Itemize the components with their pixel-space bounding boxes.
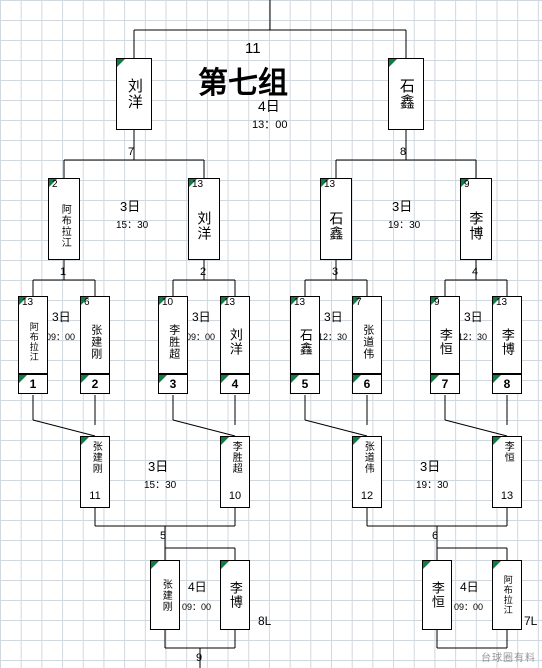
lower-l1: 张建刚11: [80, 436, 110, 508]
q4-date: 3日: [464, 308, 483, 325]
leaf-1: 13阿布拉江: [18, 296, 48, 374]
q4-num: 4: [472, 266, 478, 278]
leaf-2: 6张建刚: [80, 296, 110, 374]
lower-r-date: 3日: [420, 456, 440, 475]
low-final-r-label: 7L: [524, 614, 537, 628]
leaf-6: 7张道伟: [352, 296, 382, 374]
q1-date: 3日: [52, 308, 71, 325]
low-final-l-bottom-num: 9: [196, 652, 202, 664]
leaf-3: 10李胜超: [158, 296, 188, 374]
low-final-r-date: 4日: [460, 578, 479, 595]
semi-l-date: 3日: [120, 196, 140, 215]
semi-r-childL: 13 石鑫: [320, 178, 352, 260]
watermark: 台球圈有料: [481, 649, 536, 664]
q1-num: 1: [60, 266, 66, 278]
lower-r2: 李恒13: [492, 436, 522, 508]
pos-6: 6: [352, 374, 382, 394]
lower-r-num: 6: [432, 530, 438, 542]
lower-l-date: 3日: [148, 456, 168, 475]
q1-time: 09：00: [46, 330, 75, 343]
low-final-l-A: 张建刚: [150, 560, 180, 630]
top-right-box: 石鑫: [388, 58, 424, 130]
low-final-r-time: 09：00: [454, 600, 483, 613]
semi-r-date: 3日: [392, 196, 412, 215]
leaf-8: 13李博: [492, 296, 522, 374]
q3-date: 3日: [324, 308, 343, 325]
lower-r1: 张道伟12: [352, 436, 382, 508]
leaf-7: 9李恒: [430, 296, 460, 374]
semi-l-childR: 13 刘洋: [188, 178, 220, 260]
low-final-r-A: 李恒: [422, 560, 452, 630]
pos-5: 5: [290, 374, 320, 394]
top-left-box: 刘洋: [116, 58, 152, 130]
q2-num: 2: [200, 266, 206, 278]
lower-l2: 李胜超10: [220, 436, 250, 508]
lower-l-num: 5: [160, 530, 166, 542]
pos-4: 4: [220, 374, 250, 394]
low-final-r-B: 阿布拉江: [492, 560, 522, 630]
leaf-4: 13刘洋: [220, 296, 250, 374]
leaf-5: 13石鑫: [290, 296, 320, 374]
low-final-l-time: 09：00: [182, 600, 211, 613]
semi-r-num: 8: [400, 146, 406, 158]
lower-r-time: 19：30: [416, 476, 448, 491]
low-final-l-label: 8L: [258, 614, 271, 628]
semi-r-time: 19：30: [388, 216, 420, 231]
semi-l-childL: 2 阿布拉江: [48, 178, 80, 260]
pos-2: 2: [80, 374, 110, 394]
pos-7: 7: [430, 374, 460, 394]
final-date: 4日: [258, 96, 280, 116]
top-num: 11: [245, 40, 261, 57]
lower-l-time: 15：30: [144, 476, 176, 491]
q4-time: 12：30: [458, 330, 487, 343]
q2-date: 3日: [192, 308, 211, 325]
semi-l-num: 7: [128, 146, 134, 158]
low-final-l-B: 李博: [220, 560, 250, 630]
q3-time: 12：30: [318, 330, 347, 343]
low-final-l-date: 4日: [188, 578, 207, 595]
pos-1: 1: [18, 374, 48, 394]
q2-time: 09：00: [186, 330, 215, 343]
semi-r-childR: 9 李博: [460, 178, 492, 260]
q3-num: 3: [332, 266, 338, 278]
pos-3: 3: [158, 374, 188, 394]
final-time: 13：00: [252, 116, 287, 132]
semi-l-time: 15：30: [116, 216, 148, 231]
pos-8: 8: [492, 374, 522, 394]
